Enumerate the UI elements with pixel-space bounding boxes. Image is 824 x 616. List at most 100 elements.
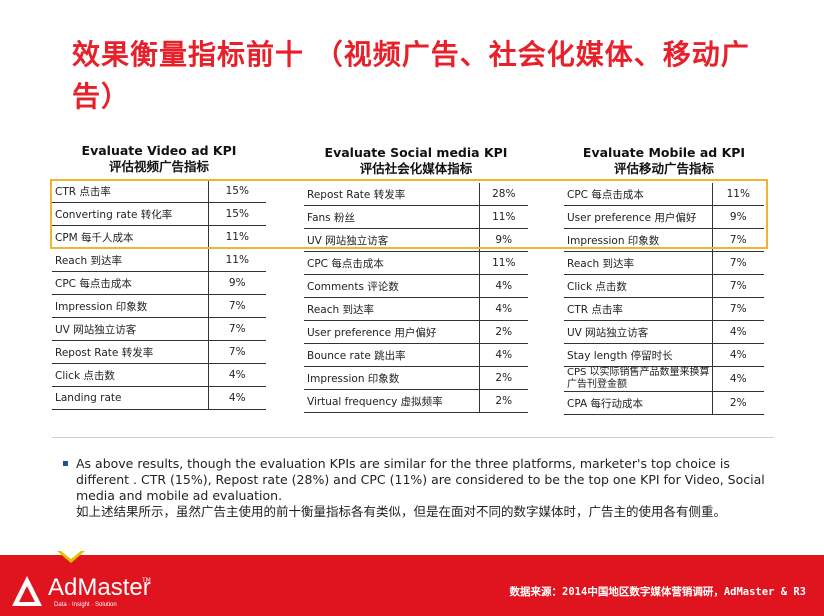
kpi-value: 7% [711, 228, 764, 252]
kpi-value: 28% [478, 183, 528, 206]
table-row: CPS 以实际销售产品数量来换算广告刊登金额 4% [564, 366, 764, 392]
table-row: Reach 到达率 7% [564, 251, 764, 275]
kpi-label: User preference 用户偏好 [304, 320, 479, 344]
heading-cn: 评估社会化媒体指标 [359, 161, 473, 176]
social-kpi-heading: Evaluate Social media KPI 评估社会化媒体指标 [304, 145, 528, 177]
logo-name: AdMaster [48, 574, 151, 601]
kpi-label: Click 点击数 [564, 274, 712, 298]
kpi-value: 2% [478, 366, 528, 390]
note-cn: 如上述结果所示，虽然广告主使用的前十衡量指标各有类似，但是在面对不同的数字媒体时… [76, 504, 727, 519]
kpi-value: 11% [478, 251, 528, 275]
top-three-highlight [50, 179, 768, 249]
kpi-label: CPA 每行动成本 [564, 391, 712, 415]
heading-en: Evaluate Social media KPI [324, 145, 508, 160]
table-row: UV 网站独立访客 4% [564, 320, 764, 344]
table-row: Stay length 停留时长 4% [564, 343, 764, 367]
table-row: User preference 用户偏好 9% [564, 205, 764, 229]
kpi-value: 7% [711, 274, 764, 298]
table-row: Repost Rate 转发率 7% [52, 340, 266, 364]
table-row: Click 点击数 7% [564, 274, 764, 298]
kpi-label: Repost Rate 转发率 [52, 340, 208, 364]
kpi-value: 15% [207, 202, 266, 226]
table-row: Impression 印象数 7% [52, 294, 266, 318]
mobile-kpi-heading: Evaluate Mobile ad KPI 评估移动广告指标 [564, 145, 764, 177]
kpi-label: Reach 到达率 [52, 248, 208, 272]
kpi-label: Impression 印象数 [564, 228, 712, 252]
video-kpi-heading: Evaluate Video ad KPI 评估视频广告指标 [52, 143, 266, 175]
summary-note: ▪ As above results, though the evaluatio… [62, 456, 782, 520]
kpi-value: 11% [207, 225, 266, 249]
table-row: CPM 每千人成本 11% [52, 225, 266, 249]
bullet-icon: ▪ [62, 458, 69, 469]
social-kpi-table: Repost Rate 转发率 28% Fans 粉丝 11% UV 网站独立访客 9… [304, 183, 528, 413]
kpi-label: UV 网站独立访客 [52, 317, 208, 341]
table-row: Fans 粉丝 11% [304, 205, 528, 229]
table-row: Converting rate 转化率 15% [52, 202, 266, 226]
kpi-value: 11% [207, 248, 266, 272]
kpi-value: 4% [207, 386, 266, 410]
kpi-value: 7% [207, 317, 266, 341]
table-row: Repost Rate 转发率 28% [304, 183, 528, 206]
logo-tm: TM [142, 577, 151, 584]
kpi-value: 11% [711, 183, 764, 206]
table-row: Impression 印象数 2% [304, 366, 528, 390]
kpi-label: Reach 到达率 [304, 297, 479, 321]
heading-cn: 评估视频广告指标 [108, 159, 209, 174]
kpi-label: Click 点击数 [52, 363, 208, 387]
note-en: As above results, though the evaluation … [76, 456, 765, 503]
kpi-value: 9% [478, 228, 528, 252]
kpi-label: User preference 用户偏好 [564, 205, 712, 229]
kpi-value: 4% [711, 343, 764, 367]
table-row: Impression 印象数 7% [564, 228, 764, 252]
kpi-value: 2% [478, 320, 528, 344]
table-row: UV 网站独立访客 7% [52, 317, 266, 341]
admaster-logo-icon [12, 576, 42, 606]
kpi-value: 4% [478, 343, 528, 367]
kpi-value: 4% [711, 320, 764, 344]
kpi-value: 11% [478, 205, 528, 229]
kpi-value: 7% [207, 340, 266, 364]
video-kpi-table: CTR 点击率 15% Converting rate 转化率 15% CPM 每千… [52, 180, 266, 410]
table-row: CPC 每点击成本 9% [52, 271, 266, 295]
kpi-value: 4% [478, 297, 528, 321]
table-row: Landing rate 4% [52, 386, 266, 410]
kpi-label: CPC 每点击成本 [564, 183, 712, 206]
heading-en: Evaluate Mobile ad KPI [582, 145, 746, 160]
kpi-value: 7% [711, 251, 764, 275]
table-row: Reach 到达率 11% [52, 248, 266, 272]
table-row: CPC 每点击成本 11% [564, 183, 764, 206]
table-row: CPC 每点击成本 11% [304, 251, 528, 275]
table-row: CPA 每行动成本 2% [564, 391, 764, 415]
heading-en: Evaluate Video ad KPI [81, 143, 237, 158]
kpi-label: Impression 印象数 [304, 366, 479, 390]
kpi-label: Converting rate 转化率 [52, 202, 208, 226]
kpi-label: Virtual frequency 虚拟频率 [304, 389, 479, 413]
table-row: Bounce rate 跳出率 4% [304, 343, 528, 367]
kpi-value: 4% [478, 274, 528, 298]
table-row: CTR 点击率 7% [564, 297, 764, 321]
table-row: Comments 评论数 4% [304, 274, 528, 298]
footer-bar: AdMaster TM Data · Insight · Solution 数据… [0, 551, 824, 616]
kpi-label: UV 网站独立访客 [304, 228, 479, 252]
kpi-value: 7% [711, 297, 764, 321]
kpi-value: 9% [711, 205, 764, 229]
page-title: 效果衡量指标前十 （视频广告、社会化媒体、移动广告） [72, 38, 750, 113]
kpi-label: CTR 点击率 [52, 180, 208, 203]
kpi-value: 2% [711, 391, 764, 415]
kpi-label: CTR 点击率 [564, 297, 712, 321]
kpi-label: CPC 每点击成本 [52, 271, 208, 295]
heading-cn: 评估移动广告指标 [613, 161, 714, 176]
table-row: Virtual frequency 虚拟频率 2% [304, 389, 528, 413]
kpi-label: Comments 评论数 [304, 274, 479, 298]
kpi-label: Stay length 停留时长 [564, 343, 712, 367]
chevron-inner [61, 551, 81, 559]
kpi-label: Landing rate [52, 386, 208, 410]
kpi-value: 4% [207, 363, 266, 387]
kpi-value: 15% [207, 180, 266, 203]
kpi-value: 2% [478, 389, 528, 413]
kpi-label: Repost Rate 转发率 [304, 183, 479, 206]
divider [52, 437, 774, 438]
kpi-label: Impression 印象数 [52, 294, 208, 318]
table-row: CTR 点击率 15% [52, 180, 266, 203]
kpi-value: 7% [207, 294, 266, 318]
